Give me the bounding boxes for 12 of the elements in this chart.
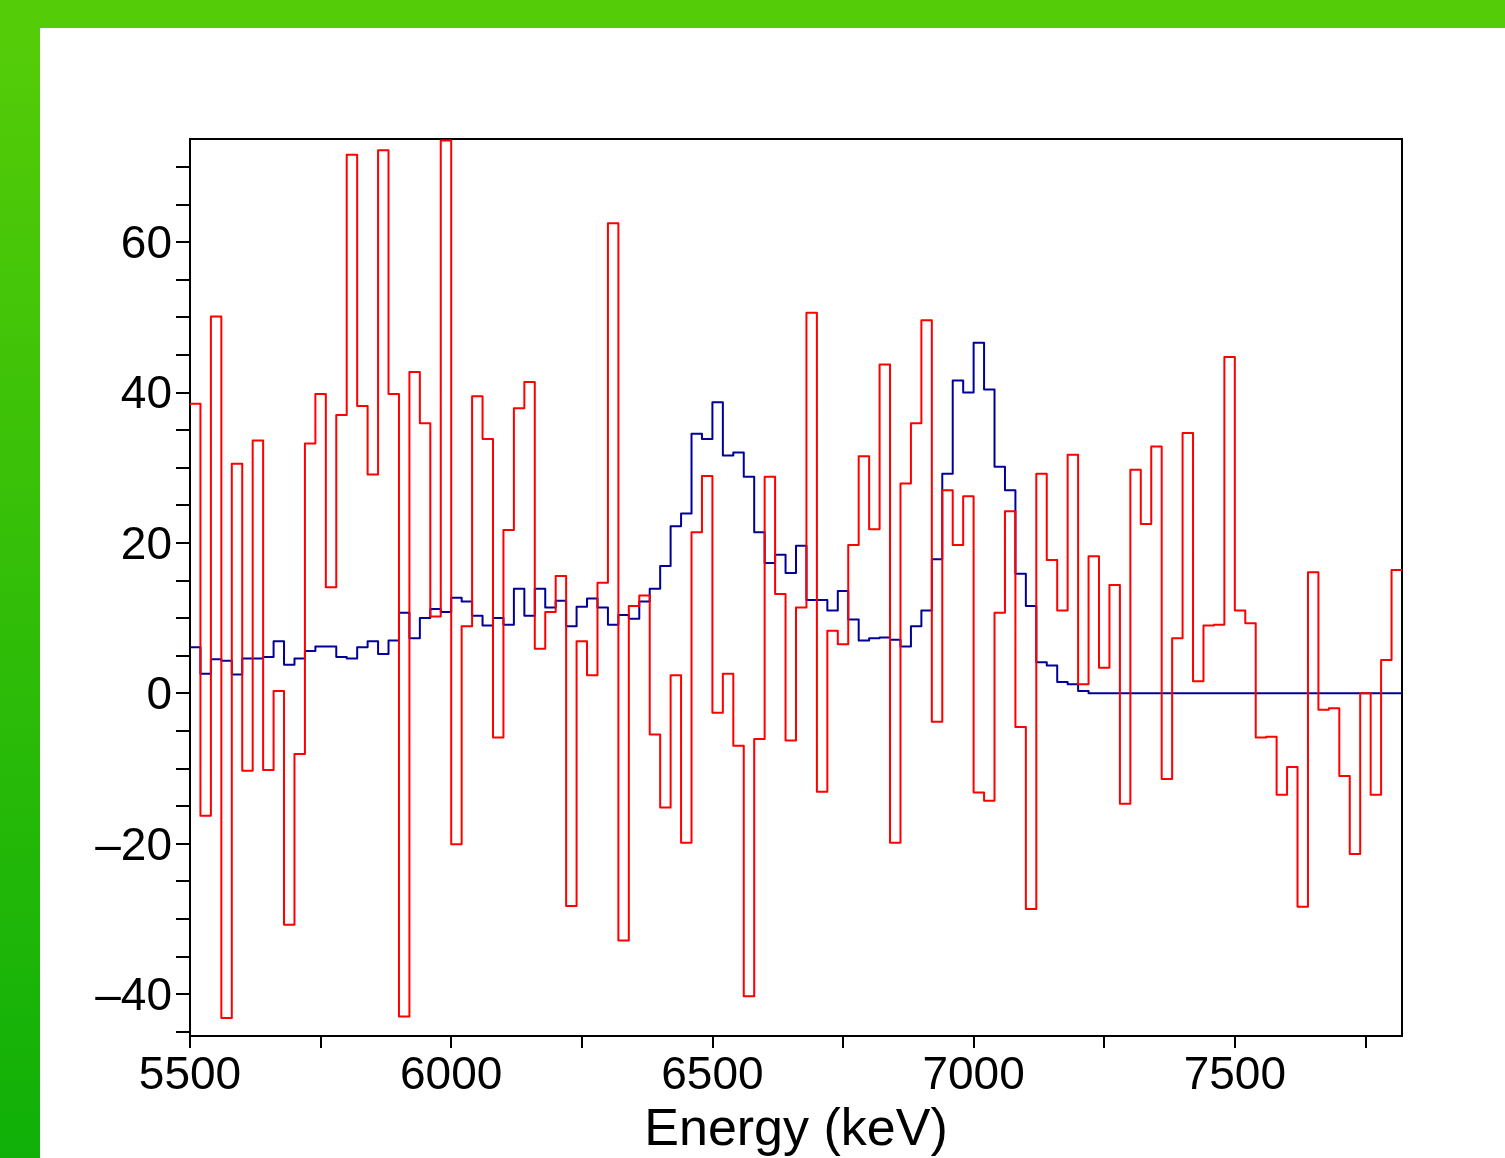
y-tick-label: 20	[120, 516, 172, 569]
x-tick-label: 7500	[1183, 1047, 1286, 1100]
x-tick-label: 5500	[138, 1047, 242, 1100]
x-tick-label: 6000	[400, 1047, 503, 1100]
x-tick-label: 7000	[922, 1047, 1025, 1100]
y-tick-label: –20	[95, 817, 172, 870]
x-tick-label: 6500	[661, 1047, 764, 1100]
y-tick-label: 40	[120, 366, 172, 419]
y-tick-label: –40	[95, 967, 172, 1020]
y-tick-label: 60	[120, 216, 172, 269]
x-axis-title: Energy (keV)	[644, 1098, 948, 1156]
y-tick-label: 0	[146, 667, 172, 720]
